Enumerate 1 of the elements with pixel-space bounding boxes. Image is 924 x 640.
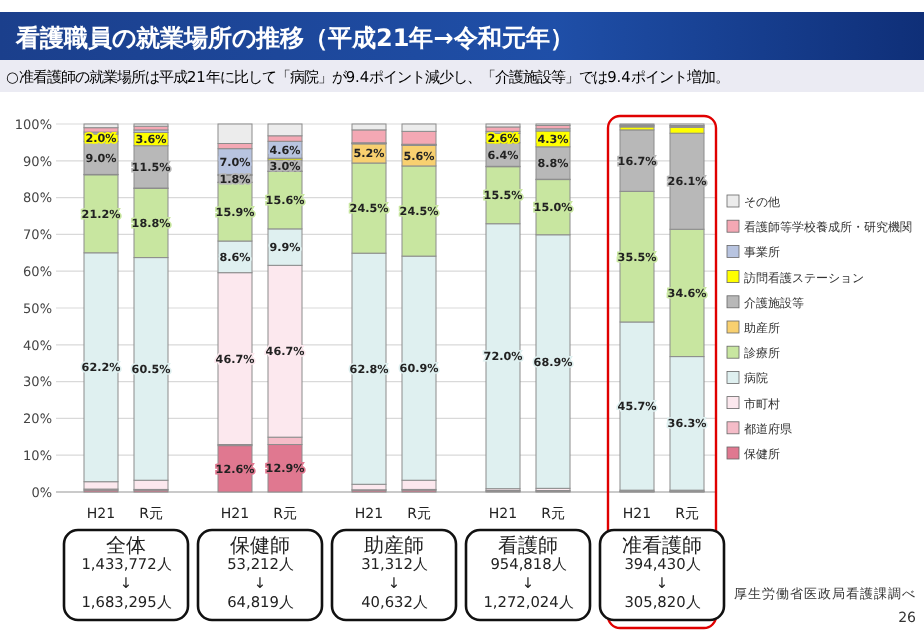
chart-title: 看護職員の就業場所の推移（平成21年→令和元年）: [14, 24, 574, 52]
